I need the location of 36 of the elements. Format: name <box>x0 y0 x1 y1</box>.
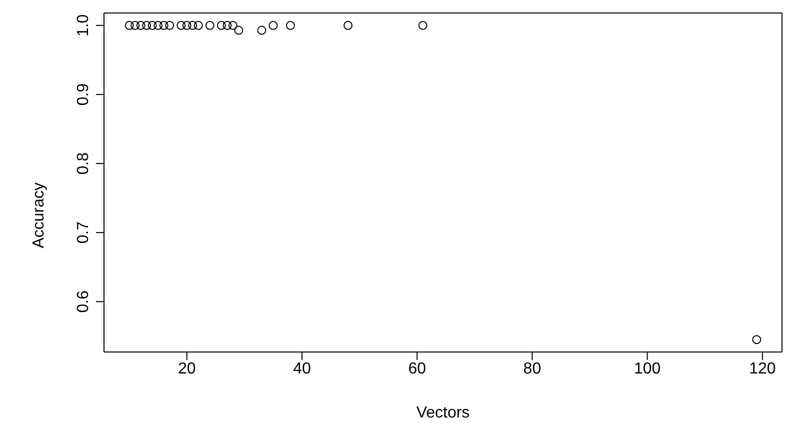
x-tick-label: 40 <box>293 360 311 378</box>
point <box>154 20 163 30</box>
point <box>148 20 157 30</box>
point <box>234 26 244 35</box>
point <box>216 20 226 30</box>
point <box>268 20 278 30</box>
point <box>752 335 762 344</box>
point <box>344 20 353 30</box>
x-tick-label: 100 <box>634 360 661 378</box>
point <box>418 20 428 30</box>
y-tick-label: 0.9 <box>75 83 92 106</box>
x-tick-label: 60 <box>408 360 426 378</box>
point <box>286 20 295 30</box>
x-tick-label: 120 <box>749 360 776 378</box>
point <box>228 20 238 30</box>
point <box>182 20 192 30</box>
point <box>205 20 214 30</box>
y-tick-label: 0.8 <box>75 152 92 175</box>
point <box>194 20 203 30</box>
x-tick-label: 20 <box>178 360 196 378</box>
point <box>124 20 134 30</box>
point <box>165 20 174 30</box>
x-axis-title: Vectors <box>416 404 470 422</box>
point <box>142 20 152 30</box>
y-tick-label: 0.7 <box>75 221 92 244</box>
point <box>257 26 266 35</box>
x-tick-label: 80 <box>523 360 542 378</box>
point <box>222 20 232 30</box>
point <box>130 20 140 30</box>
point <box>176 20 186 30</box>
point <box>136 20 146 30</box>
y-tick-label: 1.0 <box>75 14 92 37</box>
y-tick-label: 0.6 <box>75 290 92 313</box>
point <box>188 20 198 30</box>
point <box>159 20 168 30</box>
y-axis-title: Accuracy <box>30 182 48 248</box>
